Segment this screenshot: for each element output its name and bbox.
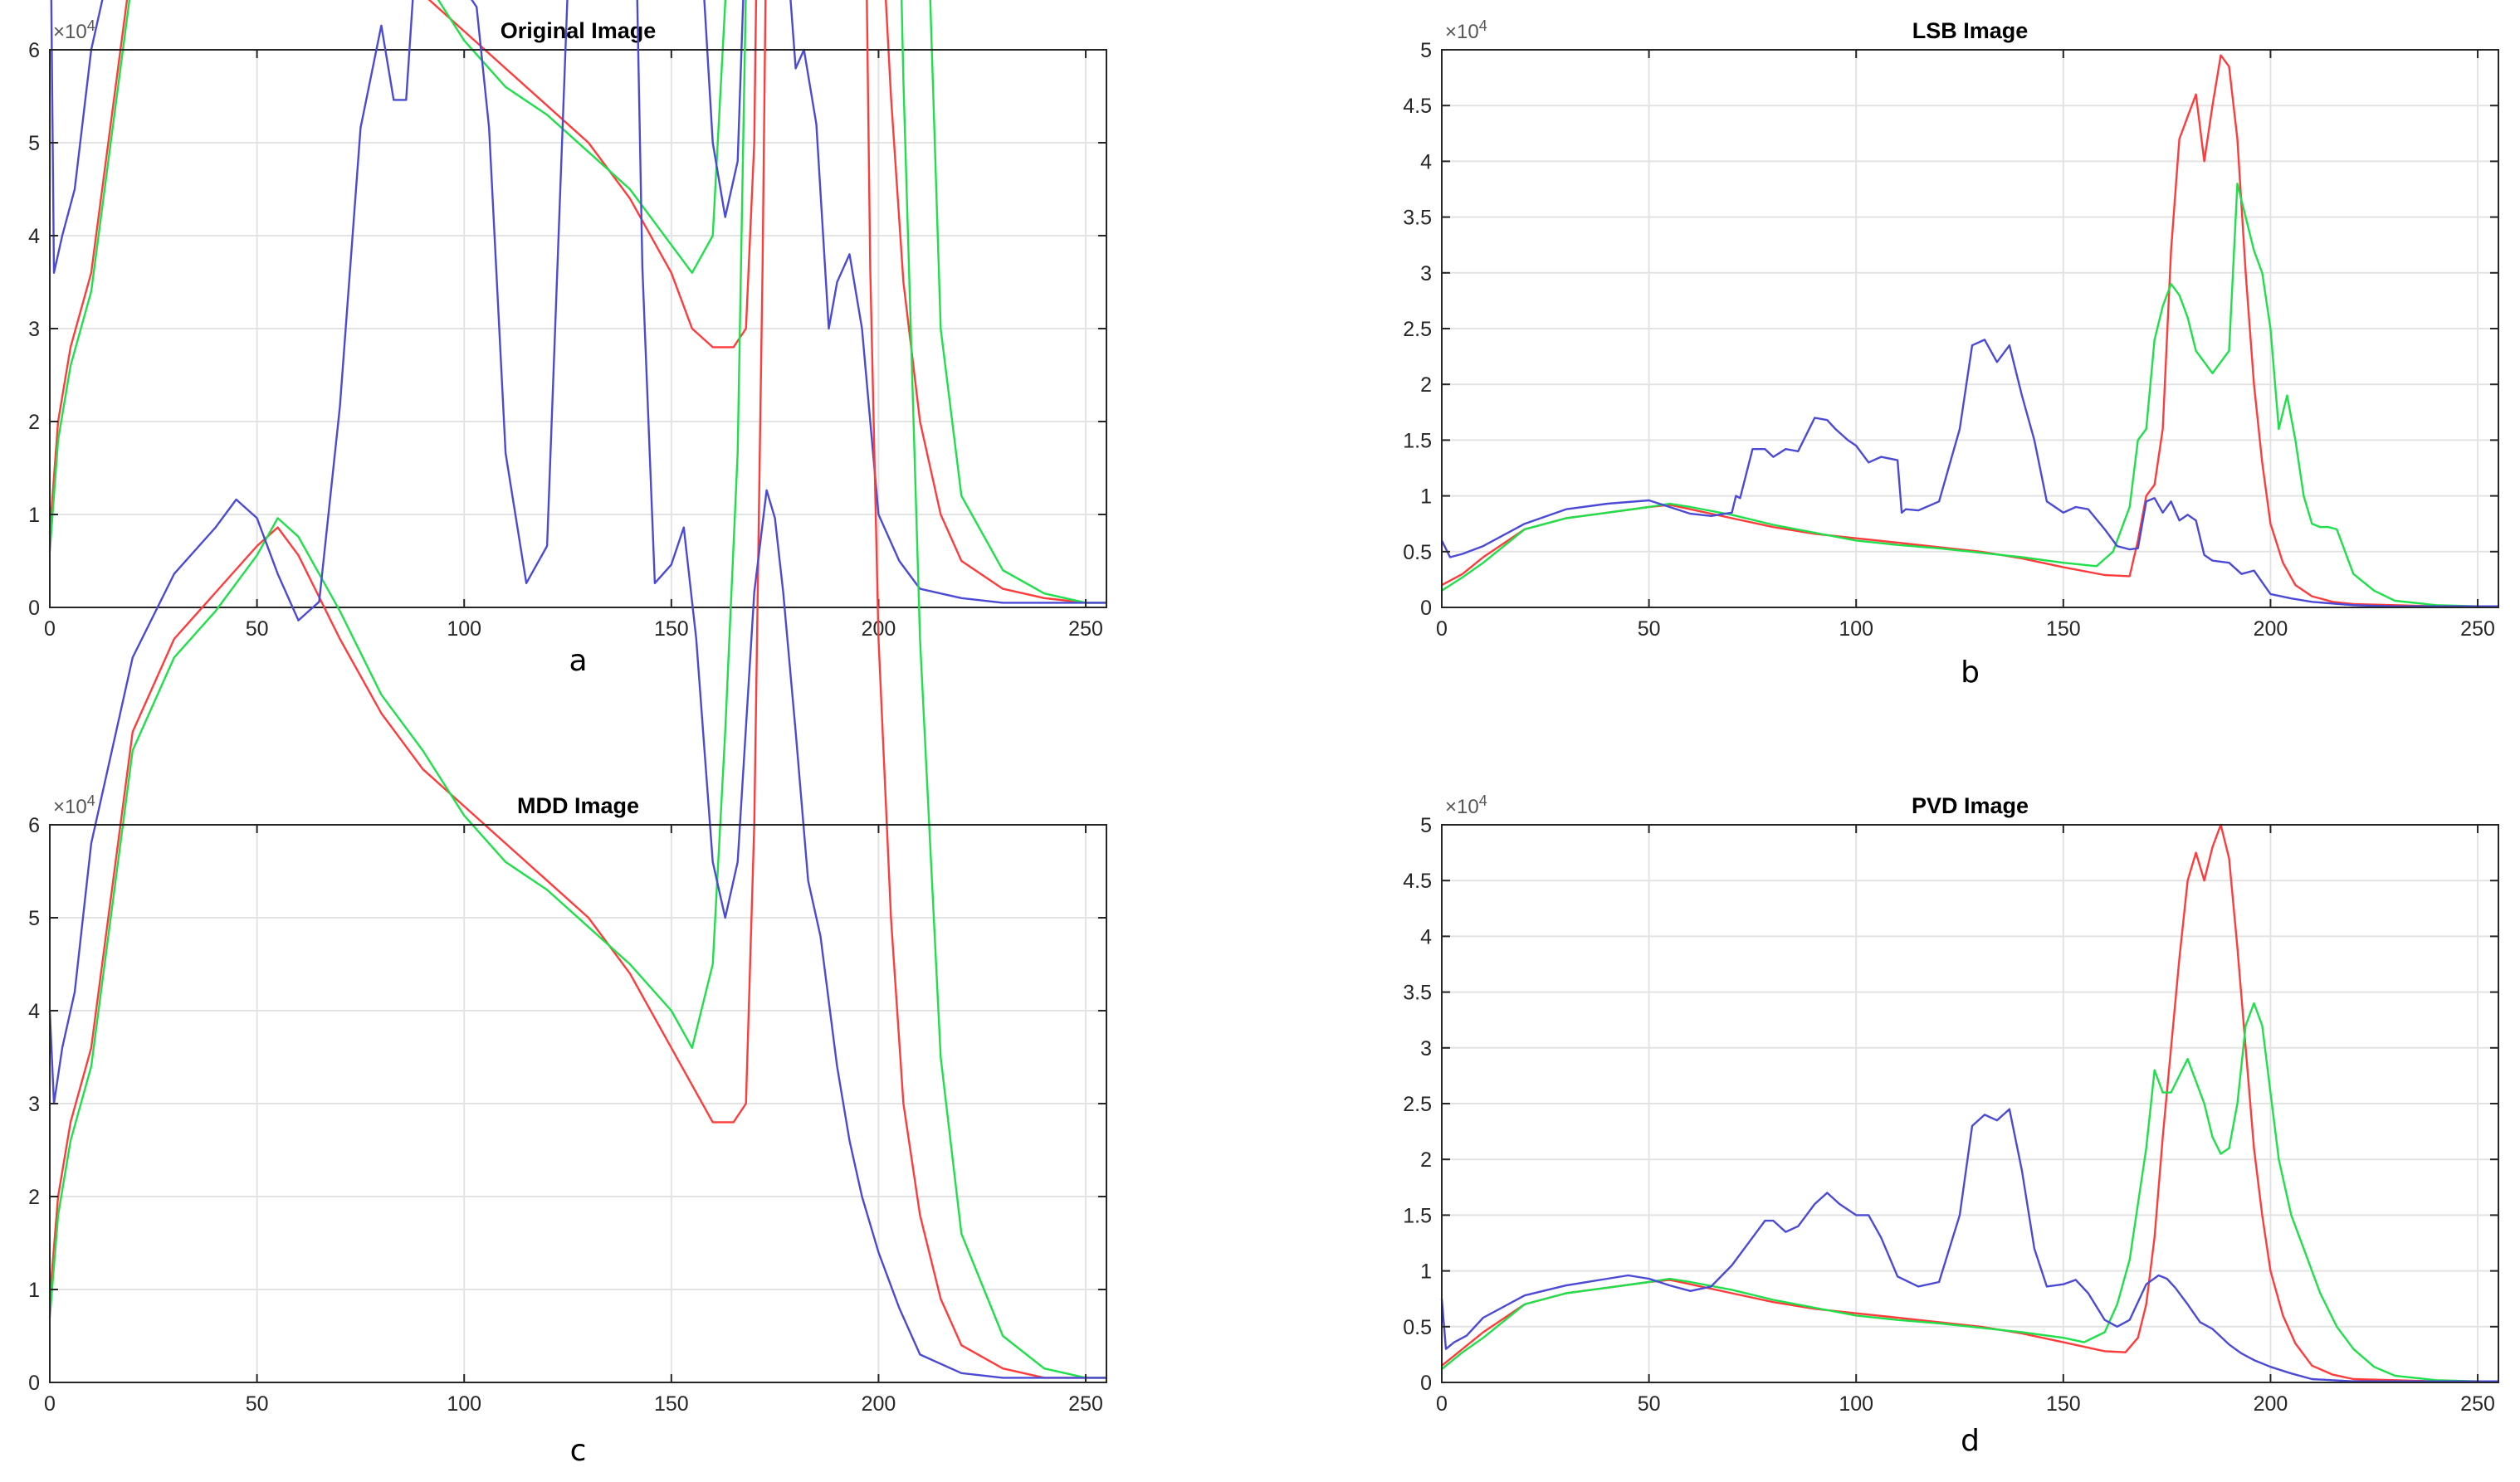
x-tick-label: 200 <box>862 1392 896 1416</box>
y-tick-label: 5 <box>28 907 40 930</box>
panel-caption: b <box>1961 656 1980 690</box>
x-tick-label: 250 <box>1068 617 1103 641</box>
y-tick-label: 4 <box>28 225 40 248</box>
y-tick-label: 4 <box>1420 150 1432 173</box>
panel-d: 0 50 100 150 200 250 0 0.5 1 1.5 2 2.5 3 3.5 4 4.5 5 ×104… <box>1403 792 2499 1458</box>
y-tick-label: 3.5 <box>1403 207 1432 230</box>
blue-channel-line <box>50 0 1106 604</box>
y-tick-label: 3.5 <box>1403 982 1432 1005</box>
blue-channel-line <box>48 0 1106 1379</box>
y-tick-label: 2 <box>1420 1148 1432 1172</box>
panel-caption: a <box>569 644 587 678</box>
y-tick-label: 6 <box>28 39 40 62</box>
y-tick-label: 0 <box>1420 1372 1432 1395</box>
y-tick-label: 4 <box>1420 925 1432 948</box>
x-tick-label: 150 <box>2046 1392 2081 1416</box>
y-tick-label: 4.5 <box>1403 870 1432 893</box>
blue-channel-line <box>1440 1108 2498 1382</box>
x-tick-label: 150 <box>2046 617 2081 641</box>
x-tick-label: 50 <box>1638 617 1661 641</box>
chart-title: PVD Image <box>1912 793 2029 818</box>
panel-caption: c <box>570 1434 587 1468</box>
y-tick-label: 3 <box>1420 262 1432 285</box>
y-tick-label: 3 <box>28 1093 40 1116</box>
x-tick-label: 100 <box>447 617 481 641</box>
panel-caption: d <box>1961 1424 1980 1458</box>
panel-b: 0 50 100 150 200 250 0 0.5 1 1.5 2 2.5 3 3.5 4 4.5 5 ×104… <box>1403 17 2499 690</box>
x-tick-label: 250 <box>2460 617 2495 641</box>
y-tick-label: 2.5 <box>1403 318 1432 341</box>
y-tick-label: 5 <box>28 132 40 155</box>
x-tick-label: 100 <box>447 1392 481 1416</box>
x-tick-label: 0 <box>1436 1392 1448 1416</box>
x-tick-label: 250 <box>1068 1392 1103 1416</box>
y-tick-label: 1.5 <box>1403 1204 1432 1227</box>
x-tick-label: 100 <box>1839 617 1873 641</box>
chart-title: LSB Image <box>1912 18 2029 43</box>
y-tick-label: 0.5 <box>1403 541 1432 564</box>
y-tick-label: 5 <box>1420 814 1432 837</box>
green-channel-line <box>1441 183 2498 607</box>
x-tick-label: 0 <box>44 1392 56 1416</box>
chart-title: MDD Image <box>517 793 639 818</box>
y-tick-label: 2 <box>1420 373 1432 397</box>
y-exponent-label: ×104 <box>1445 792 1487 818</box>
y-tick-label: 3 <box>28 318 40 341</box>
x-tick-label: 250 <box>2460 1392 2495 1416</box>
x-tick-label: 0 <box>1436 617 1448 641</box>
y-tick-label: 1 <box>1420 1260 1432 1284</box>
y-tick-label: 3 <box>1420 1037 1432 1060</box>
red-channel-line <box>1441 54 2498 607</box>
x-tick-label: 200 <box>2254 617 2288 641</box>
y-tick-label: 2 <box>28 411 40 434</box>
chart-title: Original Image <box>501 18 657 43</box>
x-tick-label: 50 <box>1638 1392 1661 1416</box>
y-tick-label: 1.5 <box>1403 429 1432 452</box>
red-channel-line <box>48 0 1106 604</box>
y-tick-label: 0 <box>1420 597 1432 620</box>
x-tick-label: 150 <box>654 617 689 641</box>
y-tick-label: 0.5 <box>1403 1316 1432 1339</box>
y-tick-label: 4 <box>28 1000 40 1023</box>
y-exponent-label: ×104 <box>1445 17 1487 43</box>
y-tick-label: 0 <box>28 1372 40 1395</box>
x-tick-label: 50 <box>246 617 269 641</box>
y-tick-label: 0 <box>28 597 40 620</box>
x-tick-label: 100 <box>1839 1392 1873 1416</box>
y-tick-label: 4.5 <box>1403 95 1432 118</box>
x-tick-label: 0 <box>44 617 56 641</box>
green-channel-line <box>1441 1002 2498 1382</box>
green-channel-line <box>48 0 1106 1379</box>
x-tick-label: 50 <box>246 1392 269 1416</box>
y-tick-label: 1 <box>28 504 40 527</box>
y-tick-label: 2.5 <box>1403 1093 1432 1116</box>
y-tick-label: 1 <box>28 1279 40 1302</box>
y-exponent-label: ×104 <box>53 17 95 43</box>
y-tick-label: 5 <box>1420 39 1432 62</box>
red-channel-line <box>48 0 1106 1379</box>
x-tick-label: 200 <box>2254 1392 2288 1416</box>
y-tick-label: 1 <box>1420 485 1432 509</box>
x-tick-label: 150 <box>654 1392 689 1416</box>
y-exponent-label: ×104 <box>53 792 95 818</box>
y-tick-label: 6 <box>28 814 40 837</box>
blue-channel-line <box>1440 339 2498 607</box>
red-channel-line <box>1441 823 2498 1382</box>
y-tick-label: 2 <box>28 1186 40 1209</box>
